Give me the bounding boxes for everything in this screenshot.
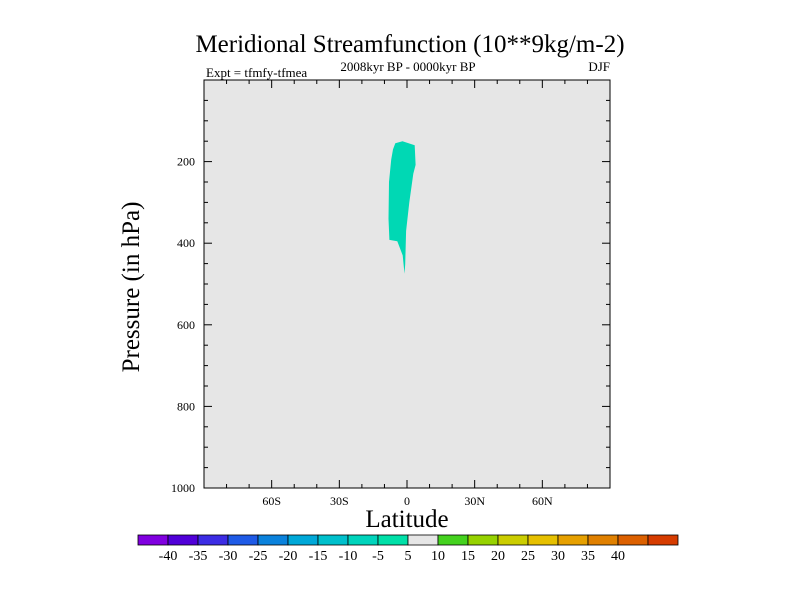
colorbar-label: 35	[581, 549, 595, 564]
colorbar-swatch	[347, 534, 379, 546]
y-tick-label: 1000	[171, 481, 195, 495]
colorbar-label: 5	[405, 549, 412, 564]
contour-region-0	[388, 141, 416, 274]
chart-title: Meridional Streamfunction (10**9kg/m-2)	[195, 31, 624, 58]
colorbar-label: 10	[431, 549, 445, 564]
colorbar-swatch	[497, 534, 529, 546]
season-label: DJF	[588, 59, 610, 74]
colorbar-label: 40	[611, 549, 625, 564]
y-axis-label: Pressure (in hPa)	[118, 202, 145, 373]
colorbar-swatch	[587, 534, 619, 546]
colorbar: -40 -35 -30 -25 -20 -15 -10 -5 5 10 15 20 25 30 35 40	[137, 534, 679, 564]
x-tick-label: 0	[404, 494, 410, 508]
contour-regions	[388, 141, 416, 274]
colorbar-label: 30	[551, 549, 565, 564]
colorbar-label: -35	[189, 549, 208, 564]
colorbar-swatch	[617, 534, 649, 546]
experiment-label: Expt = tfmfy-tfmea	[206, 65, 307, 80]
x-tick-label: 30N	[464, 494, 485, 508]
y-tick-label: 800	[177, 399, 195, 413]
colorbar-swatch	[257, 534, 289, 546]
colorbar-swatch	[557, 534, 589, 546]
colorbar-swatch	[407, 534, 439, 546]
colorbar-label: -25	[249, 549, 268, 564]
x-tick-label: 60N	[532, 494, 553, 508]
plot-background	[204, 80, 610, 488]
colorbar-swatch	[197, 534, 229, 546]
colorbar-swatch	[287, 534, 319, 546]
x-axis-label: Latitude	[365, 506, 448, 533]
colorbar-swatch	[317, 534, 349, 546]
colorbar-swatch	[227, 534, 259, 546]
colorbar-label: -40	[159, 549, 178, 564]
colorbar-swatch	[377, 534, 409, 546]
colorbar-label: 25	[521, 549, 535, 564]
colorbar-swatch	[467, 534, 499, 546]
y-tick-label: 200	[177, 155, 195, 169]
x-tick-label: 30S	[330, 494, 349, 508]
colorbar-swatch	[527, 534, 559, 546]
colorbar-label: -15	[309, 549, 328, 564]
axis-ticks: 60S 30S 0 30N 60N 200 400 600 800 1000	[171, 80, 610, 508]
colorbar-label: -5	[372, 549, 384, 564]
colorbar-label: -30	[219, 549, 238, 564]
colorbar-label: -10	[339, 549, 358, 564]
colorbar-swatch	[167, 534, 199, 546]
y-tick-label: 400	[177, 236, 195, 250]
period-label: 2008kyr BP - 0000kyr BP	[340, 59, 475, 74]
colorbar-swatch	[137, 534, 169, 546]
colorbar-label: 20	[491, 549, 505, 564]
x-tick-label: 60S	[262, 494, 281, 508]
colorbar-label: -20	[279, 549, 298, 564]
y-tick-label: 600	[177, 318, 195, 332]
colorbar-swatch	[437, 534, 469, 546]
colorbar-swatch	[647, 534, 679, 546]
colorbar-label: 15	[461, 549, 475, 564]
